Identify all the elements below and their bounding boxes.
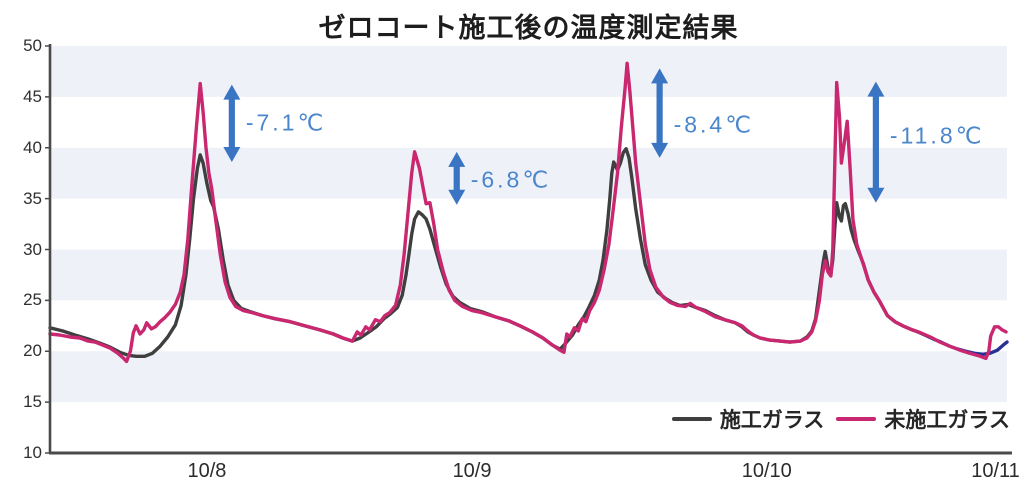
y-tick-label: 45 — [23, 86, 42, 106]
untreated-glass-line-swatch — [836, 417, 877, 421]
series-line-untreated — [48, 61, 1008, 364]
annotation-delta-label: -8.4℃ — [673, 111, 755, 138]
arrow-down-icon — [651, 142, 669, 158]
arrow-down-icon — [223, 146, 241, 162]
y-tick-label: 20 — [23, 341, 42, 361]
y-tick-label: 50 — [23, 36, 42, 55]
x-tick-label: 10/9 — [452, 460, 492, 482]
y-tick-label: 40 — [23, 137, 42, 157]
y-tick-label: 30 — [23, 239, 42, 259]
arrow-up-icon — [651, 68, 669, 84]
annotation-delta-label: -6.8℃ — [470, 166, 552, 193]
y-tick-label: 25 — [23, 290, 42, 310]
arrow-up-icon — [448, 151, 466, 167]
arrow-down-icon — [448, 189, 466, 205]
background-band — [50, 46, 1007, 97]
x-tick-label: 10/10 — [741, 460, 792, 482]
y-tick-label: 10 — [23, 443, 42, 462]
legend: 施工ガラス 未施工ガラス — [671, 404, 1010, 434]
y-tick-label: 15 — [23, 392, 42, 412]
arrow-down-icon — [867, 187, 885, 203]
legend-label-treated-glass: 施工ガラス — [719, 409, 825, 432]
x-tick-label: 10/11 — [971, 460, 1020, 482]
arrow-up-icon — [867, 81, 885, 97]
legend-item-untreated-glass: 未施工ガラス — [836, 404, 1010, 434]
x-tick-label: 10/8 — [187, 460, 227, 482]
annotation-delta-label: -11.8℃ — [889, 122, 985, 149]
legend-item-treated-glass: 施工ガラス — [671, 404, 825, 434]
legend-label-untreated-glass: 未施工ガラス — [884, 409, 1010, 432]
background-band — [50, 351, 1007, 403]
annotation-delta-label: -7.1℃ — [245, 109, 327, 136]
background-band — [50, 249, 1007, 301]
treated-glass-line-swatch — [671, 417, 712, 421]
arrow-up-icon — [223, 84, 241, 100]
y-tick-label: 35 — [23, 188, 42, 208]
chart-title: ゼロコート施工後の温度測定結果 — [318, 13, 739, 43]
